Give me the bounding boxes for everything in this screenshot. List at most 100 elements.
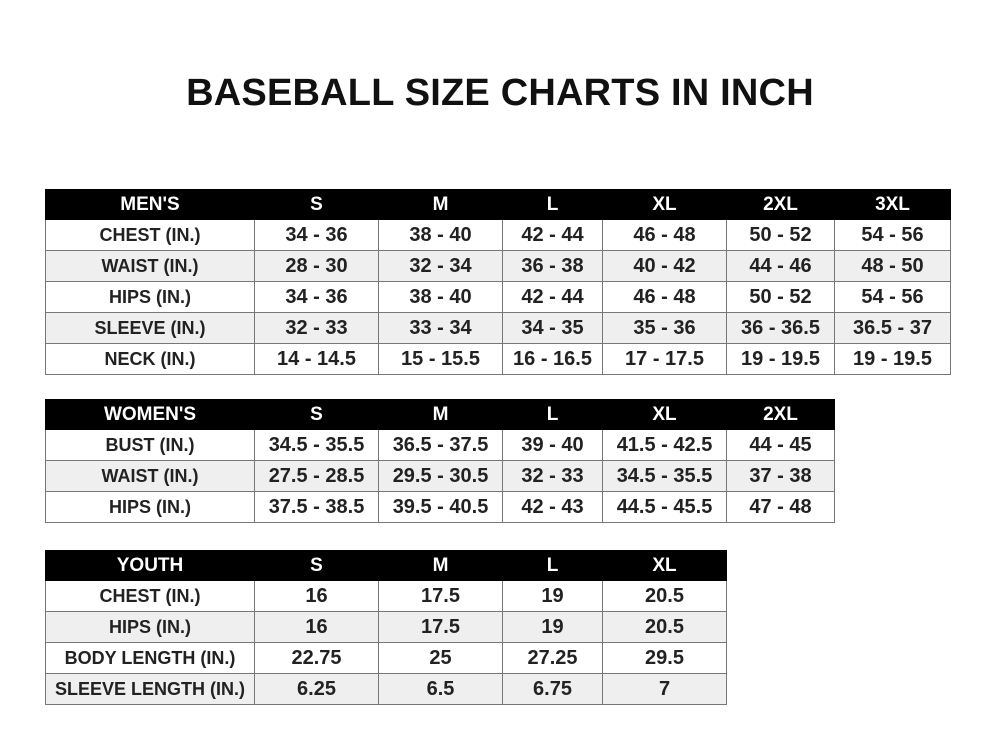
measurement-cell: 37 - 38 xyxy=(726,460,835,492)
measurement-cell: 15 - 15.5 xyxy=(378,343,503,375)
measurement-cell: 19 xyxy=(502,611,603,643)
measurement-cell: 29.5 xyxy=(602,642,727,674)
measurement-cell: 54 - 56 xyxy=(834,281,951,313)
table-row: CHEST (IN.) 16 17.5 19 20.5 xyxy=(45,580,727,612)
measurement-cell: 42 - 44 xyxy=(502,219,603,251)
measurement-cell: 17.5 xyxy=(378,580,503,612)
measurement-cell: 16 xyxy=(254,580,379,612)
measurement-cell: 33 - 34 xyxy=(378,312,503,344)
measurement-cell: 19 - 19.5 xyxy=(834,343,951,375)
size-header: L xyxy=(502,399,603,430)
measurement-cell: 6.5 xyxy=(378,673,503,705)
youth-size-table: YOUTH S M L XL CHEST (IN.) 16 17.5 19 20.5 HIPS (I… xyxy=(45,550,727,705)
table-row: SLEEVE (IN.) 32 - 33 33 - 34 34 - 35 35 - 36… xyxy=(45,312,951,344)
measurement-cell: 6.75 xyxy=(502,673,603,705)
table-row: BODY LENGTH (IN.) 22.75 25 27.25 29.5 xyxy=(45,642,727,674)
measurement-cell: 36 - 38 xyxy=(502,250,603,282)
measurement-cell: 46 - 48 xyxy=(602,281,727,313)
measurement-cell: 16 xyxy=(254,611,379,643)
measurement-label: BODY LENGTH (IN.) xyxy=(45,642,255,674)
measurement-cell: 54 - 56 xyxy=(834,219,951,251)
measurement-cell: 38 - 40 xyxy=(378,219,503,251)
measurement-cell: 39.5 - 40.5 xyxy=(378,491,503,523)
size-header: XL xyxy=(602,189,727,220)
measurement-cell: 22.75 xyxy=(254,642,379,674)
measurement-cell: 19 - 19.5 xyxy=(726,343,835,375)
category-header: MEN'S xyxy=(45,189,255,220)
measurement-cell: 50 - 52 xyxy=(726,281,835,313)
measurement-cell: 14 - 14.5 xyxy=(254,343,379,375)
size-header: XL xyxy=(602,550,727,581)
measurement-label: BUST (IN.) xyxy=(45,429,255,461)
measurement-cell: 19 xyxy=(502,580,603,612)
size-header: M xyxy=(378,550,503,581)
measurement-cell: 6.25 xyxy=(254,673,379,705)
category-header: WOMEN'S xyxy=(45,399,255,430)
measurement-label: SLEEVE LENGTH (IN.) xyxy=(45,673,255,705)
measurement-cell: 25 xyxy=(378,642,503,674)
measurement-cell: 42 - 44 xyxy=(502,281,603,313)
measurement-cell: 46 - 48 xyxy=(602,219,727,251)
size-header: S xyxy=(254,189,379,220)
table-row: HIPS (IN.) 16 17.5 19 20.5 xyxy=(45,611,727,643)
measurement-label: CHEST (IN.) xyxy=(45,580,255,612)
size-header: M xyxy=(378,399,503,430)
table-row: WAIST (IN.) 28 - 30 32 - 34 36 - 38 40 - 42 4… xyxy=(45,250,951,282)
measurement-cell: 17.5 xyxy=(378,611,503,643)
size-header: 2XL xyxy=(726,189,835,220)
measurement-label: NECK (IN.) xyxy=(45,343,255,375)
measurement-cell: 34.5 - 35.5 xyxy=(254,429,379,461)
table-row: BUST (IN.) 34.5 - 35.5 36.5 - 37.5 39 - 40 4… xyxy=(45,429,835,461)
measurement-label: WAIST (IN.) xyxy=(45,250,255,282)
mens-size-table: MEN'S S M L XL 2XL 3XL CHEST (IN.) 34 - 36 38 - 4… xyxy=(45,189,951,375)
measurement-cell: 17 - 17.5 xyxy=(602,343,727,375)
measurement-cell: 32 - 33 xyxy=(502,460,603,492)
measurement-cell: 7 xyxy=(602,673,727,705)
table-row: CHEST (IN.) 34 - 36 38 - 40 42 - 44 46 - 48 5… xyxy=(45,219,951,251)
measurement-cell: 35 - 36 xyxy=(602,312,727,344)
table-header-row: WOMEN'S S M L XL 2XL xyxy=(45,399,835,430)
measurement-cell: 27.5 - 28.5 xyxy=(254,460,379,492)
measurement-cell: 34 - 35 xyxy=(502,312,603,344)
measurement-cell: 44 - 45 xyxy=(726,429,835,461)
measurement-label: HIPS (IN.) xyxy=(45,491,255,523)
measurement-cell: 16 - 16.5 xyxy=(502,343,603,375)
measurement-cell: 32 - 34 xyxy=(378,250,503,282)
category-header: YOUTH xyxy=(45,550,255,581)
measurement-cell: 50 - 52 xyxy=(726,219,835,251)
measurement-cell: 48 - 50 xyxy=(834,250,951,282)
measurement-label: CHEST (IN.) xyxy=(45,219,255,251)
size-header: S xyxy=(254,399,379,430)
table-row: HIPS (IN.) 37.5 - 38.5 39.5 - 40.5 42 - 43 4… xyxy=(45,491,835,523)
size-header: 3XL xyxy=(834,189,951,220)
measurement-cell: 40 - 42 xyxy=(602,250,727,282)
measurement-cell: 47 - 48 xyxy=(726,491,835,523)
measurement-cell: 44 - 46 xyxy=(726,250,835,282)
measurement-cell: 44.5 - 45.5 xyxy=(602,491,727,523)
table-header-row: YOUTH S M L XL xyxy=(45,550,727,581)
measurement-cell: 34.5 - 35.5 xyxy=(602,460,727,492)
size-header: M xyxy=(378,189,503,220)
measurement-cell: 36.5 - 37 xyxy=(834,312,951,344)
measurement-cell: 29.5 - 30.5 xyxy=(378,460,503,492)
measurement-cell: 20.5 xyxy=(602,611,727,643)
size-header: 2XL xyxy=(726,399,835,430)
measurement-label: WAIST (IN.) xyxy=(45,460,255,492)
measurement-cell: 38 - 40 xyxy=(378,281,503,313)
size-header: L xyxy=(502,189,603,220)
table-row: SLEEVE LENGTH (IN.) 6.25 6.5 6.75 7 xyxy=(45,673,727,705)
size-header: XL xyxy=(602,399,727,430)
measurement-cell: 42 - 43 xyxy=(502,491,603,523)
table-row: WAIST (IN.) 27.5 - 28.5 29.5 - 30.5 32 - 33… xyxy=(45,460,835,492)
measurement-cell: 36.5 - 37.5 xyxy=(378,429,503,461)
measurement-label: HIPS (IN.) xyxy=(45,611,255,643)
table-row: NECK (IN.) 14 - 14.5 15 - 15.5 16 - 16.5 17 … xyxy=(45,343,951,375)
measurement-label: HIPS (IN.) xyxy=(45,281,255,313)
measurement-cell: 41.5 - 42.5 xyxy=(602,429,727,461)
measurement-cell: 27.25 xyxy=(502,642,603,674)
measurement-cell: 37.5 - 38.5 xyxy=(254,491,379,523)
measurement-cell: 34 - 36 xyxy=(254,281,379,313)
measurement-cell: 36 - 36.5 xyxy=(726,312,835,344)
page-title: BASEBALL SIZE CHARTS IN INCH xyxy=(186,72,814,114)
measurement-cell: 32 - 33 xyxy=(254,312,379,344)
